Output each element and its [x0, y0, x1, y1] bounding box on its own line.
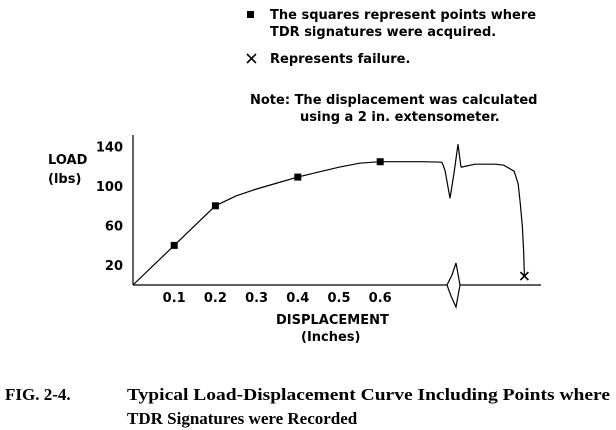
note-line2: using a 2 in. extensometer. [300, 110, 500, 125]
caption-label: FIG. 2-4. [5, 385, 71, 404]
x-tick-label: 0.5 [327, 291, 350, 306]
legend-cross-marker [246, 53, 257, 64]
legend-squares-line1: The squares represent points where [270, 8, 536, 23]
curve-segment-post-break [460, 163, 525, 277]
legend-squares-line2: TDR signatures were acquired. [270, 25, 496, 40]
load-curve [132, 144, 525, 286]
legend-cross-text: Represents failure. [270, 52, 410, 67]
x-axis-label-line1: DISPLACEMENT [276, 313, 389, 328]
tdr-point-marker [376, 158, 384, 166]
x-axis-label-line2: (Inches) [301, 330, 361, 345]
tdr-point-marker [294, 173, 302, 181]
x-tick-label: 0.4 [286, 291, 309, 306]
tdr-point-marker [170, 241, 178, 249]
y-axis-label-line2: (lbs) [48, 172, 81, 187]
failure-marker [519, 271, 529, 281]
curve-break [441, 144, 462, 199]
x-axis-ticks: 0.1 0.2 0.3 0.4 0.5 0.6 [163, 291, 392, 306]
y-tick-label: 60 [105, 220, 123, 235]
x-tick-label: 0.1 [163, 291, 186, 306]
curve-segment-main [132, 161, 443, 286]
y-axis-ticks: 140 100 60 20 [96, 140, 123, 274]
x-tick-label: 0.3 [245, 291, 268, 306]
y-tick-label: 100 [96, 180, 123, 195]
tdr-markers [170, 158, 384, 249]
legend-square-marker [247, 11, 254, 18]
caption-line2: TDR Signatures were Recorded [127, 409, 358, 428]
y-tick-label: 20 [105, 259, 123, 274]
tdr-point-marker [211, 202, 219, 210]
caption-line1: Typical Load-Displacement Curve Includin… [127, 385, 611, 404]
y-tick-label: 140 [96, 140, 123, 155]
x-axis-break [441, 262, 461, 309]
x-tick-label: 0.6 [369, 291, 392, 306]
failure-cross-stroke [519, 271, 529, 281]
note-line1: Note: The displacement was calculated [250, 93, 537, 108]
x-tick-label: 0.2 [204, 291, 227, 306]
y-axis-label-line1: LOAD [48, 153, 88, 168]
